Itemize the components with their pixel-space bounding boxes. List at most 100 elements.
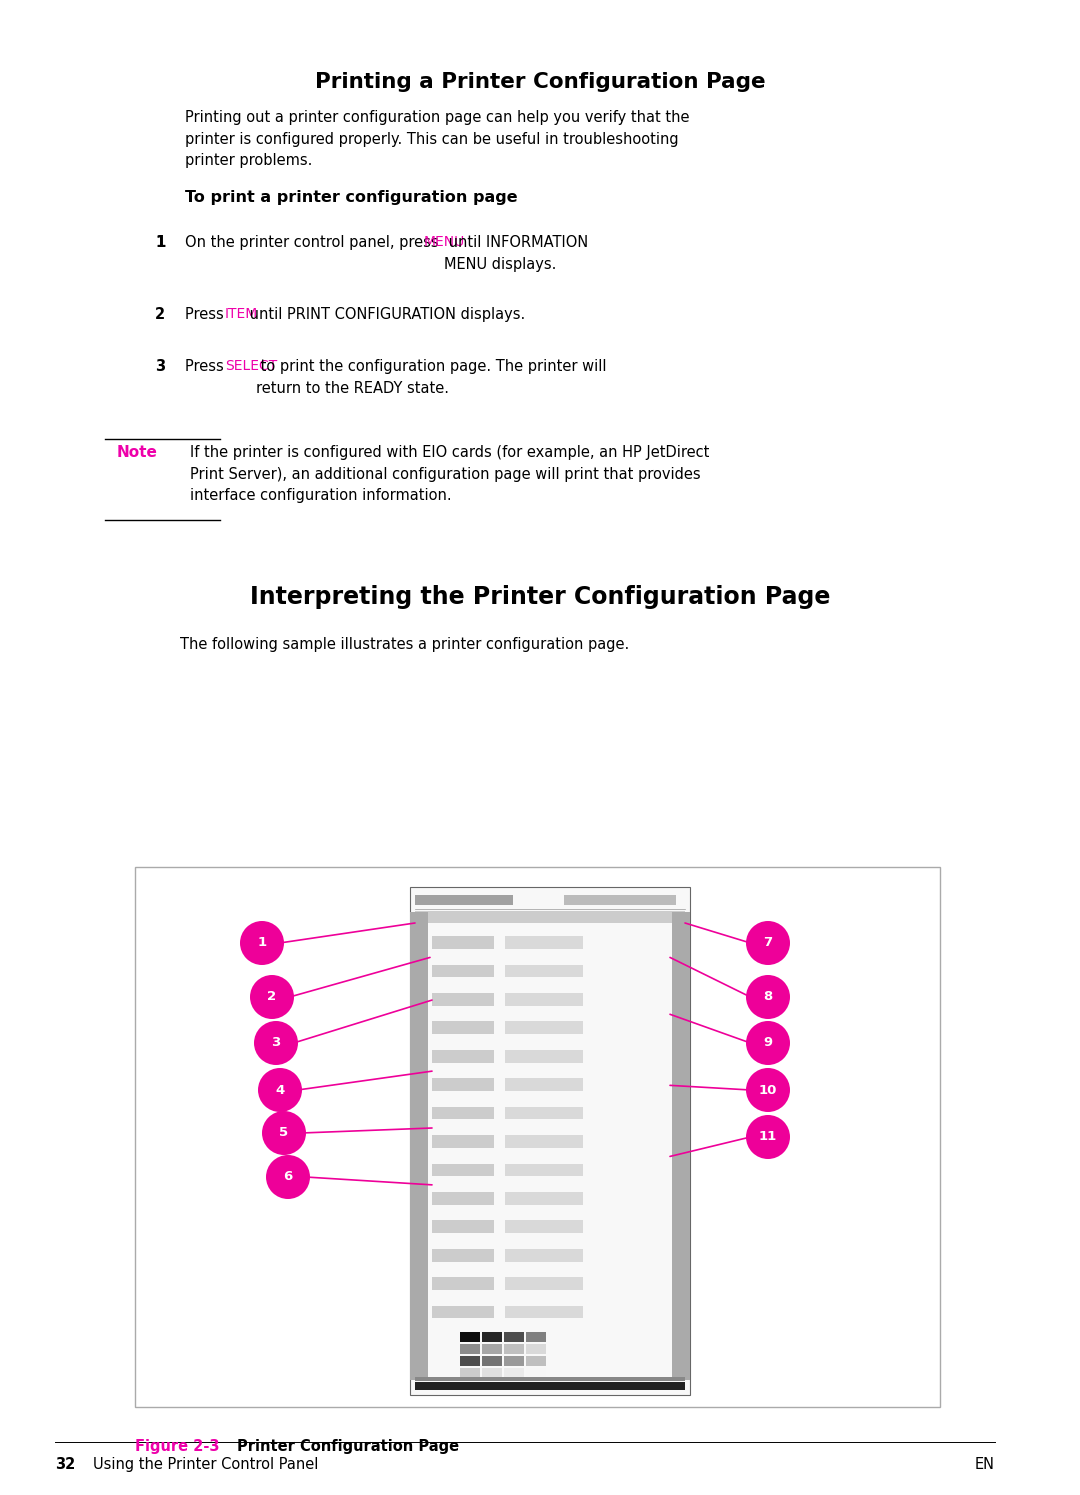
Bar bbox=[504, 1305, 583, 1319]
Text: 1: 1 bbox=[257, 936, 267, 949]
Circle shape bbox=[746, 1067, 789, 1112]
Text: ITEM: ITEM bbox=[225, 306, 258, 321]
Bar bbox=[504, 936, 583, 949]
Bar bbox=[415, 910, 685, 922]
Circle shape bbox=[746, 975, 789, 1020]
Bar bbox=[504, 993, 583, 1006]
Bar bbox=[504, 1163, 583, 1177]
Bar bbox=[564, 896, 676, 904]
Text: 2: 2 bbox=[156, 306, 165, 321]
Bar bbox=[526, 1332, 546, 1343]
Text: SELECT: SELECT bbox=[225, 359, 276, 372]
Text: until INFORMATION
MENU displays.: until INFORMATION MENU displays. bbox=[444, 235, 588, 272]
Bar bbox=[415, 896, 513, 904]
Circle shape bbox=[249, 975, 294, 1020]
Bar bbox=[482, 1368, 502, 1378]
Bar bbox=[504, 1248, 583, 1262]
Bar bbox=[672, 912, 690, 1380]
Text: EN: EN bbox=[975, 1458, 995, 1473]
Text: 1: 1 bbox=[156, 235, 165, 250]
Bar bbox=[504, 1277, 583, 1290]
Bar bbox=[432, 993, 494, 1006]
Bar bbox=[504, 1332, 524, 1343]
Text: Printing out a printer configuration page can help you verify that the
printer i: Printing out a printer configuration pag… bbox=[185, 111, 689, 169]
Bar bbox=[460, 1344, 480, 1354]
Circle shape bbox=[254, 1021, 298, 1064]
Bar bbox=[504, 1049, 583, 1063]
Text: Figure 2-3: Figure 2-3 bbox=[135, 1440, 219, 1455]
Text: 2: 2 bbox=[268, 991, 276, 1003]
Text: Printing a Printer Configuration Page: Printing a Printer Configuration Page bbox=[314, 72, 766, 93]
Bar bbox=[482, 1356, 502, 1366]
Text: On the printer control panel, press: On the printer control panel, press bbox=[185, 235, 443, 250]
Text: 1: 1 bbox=[156, 235, 165, 250]
Text: 9: 9 bbox=[764, 1036, 772, 1049]
Text: To print a printer configuration page: To print a printer configuration page bbox=[185, 190, 517, 205]
Circle shape bbox=[262, 1111, 306, 1156]
Text: 8: 8 bbox=[764, 991, 772, 1003]
Bar bbox=[432, 1192, 494, 1205]
Text: 5: 5 bbox=[280, 1127, 288, 1139]
Bar bbox=[432, 1078, 494, 1091]
Circle shape bbox=[266, 1156, 310, 1199]
Bar bbox=[504, 1106, 583, 1120]
Text: 32: 32 bbox=[55, 1458, 76, 1473]
Bar bbox=[415, 1381, 685, 1390]
Bar bbox=[504, 1192, 583, 1205]
Text: 3: 3 bbox=[271, 1036, 281, 1049]
Bar bbox=[504, 1021, 583, 1035]
Bar bbox=[432, 1220, 494, 1233]
Text: to print the configuration page. The printer will
return to the READY state.: to print the configuration page. The pri… bbox=[256, 359, 606, 396]
Bar bbox=[432, 936, 494, 949]
Bar bbox=[504, 964, 583, 978]
Text: 4: 4 bbox=[275, 1084, 285, 1096]
Bar bbox=[432, 1248, 494, 1262]
Bar bbox=[504, 1344, 524, 1354]
Bar bbox=[526, 1356, 546, 1366]
Bar bbox=[432, 1135, 494, 1148]
Bar bbox=[504, 1135, 583, 1148]
Bar bbox=[482, 1332, 502, 1343]
Bar bbox=[410, 912, 428, 1380]
Bar bbox=[482, 1344, 502, 1354]
Circle shape bbox=[746, 921, 789, 964]
Circle shape bbox=[746, 1021, 789, 1064]
Text: If the printer is configured with EIO cards (for example, an HP JetDirect
Print : If the printer is configured with EIO ca… bbox=[190, 446, 710, 504]
Bar bbox=[432, 1106, 494, 1120]
Bar bbox=[526, 1344, 546, 1354]
Text: 11: 11 bbox=[759, 1130, 778, 1144]
Bar bbox=[432, 1277, 494, 1290]
Text: 6: 6 bbox=[283, 1171, 293, 1184]
Bar bbox=[504, 1368, 524, 1378]
Text: Note: Note bbox=[117, 446, 158, 460]
Text: 3: 3 bbox=[156, 359, 165, 374]
Bar bbox=[432, 964, 494, 978]
Circle shape bbox=[258, 1067, 302, 1112]
Bar bbox=[460, 1368, 480, 1378]
Bar bbox=[504, 1078, 583, 1091]
Text: 7: 7 bbox=[764, 936, 772, 949]
Bar bbox=[504, 1356, 524, 1366]
Bar bbox=[432, 1305, 494, 1319]
Text: Using the Printer Control Panel: Using the Printer Control Panel bbox=[93, 1458, 319, 1473]
Text: MENU: MENU bbox=[423, 235, 464, 250]
Text: Press: Press bbox=[185, 359, 228, 374]
Bar bbox=[415, 896, 513, 904]
Bar bbox=[526, 1368, 546, 1378]
Text: until PRINT CONFIGURATION displays.: until PRINT CONFIGURATION displays. bbox=[245, 306, 526, 321]
Text: 10: 10 bbox=[759, 1084, 778, 1096]
Bar bbox=[460, 1356, 480, 1366]
Circle shape bbox=[746, 1115, 789, 1159]
Bar bbox=[135, 867, 940, 1407]
Bar bbox=[504, 1220, 583, 1233]
Bar bbox=[415, 1377, 685, 1381]
Text: Press: Press bbox=[185, 306, 228, 321]
Text: Interpreting the Printer Configuration Page: Interpreting the Printer Configuration P… bbox=[249, 585, 831, 608]
Circle shape bbox=[240, 921, 284, 964]
Bar bbox=[432, 1021, 494, 1035]
Bar bbox=[410, 887, 690, 1395]
Bar bbox=[432, 1163, 494, 1177]
Bar bbox=[460, 1332, 480, 1343]
Text: The following sample illustrates a printer configuration page.: The following sample illustrates a print… bbox=[180, 637, 630, 652]
Bar bbox=[432, 1049, 494, 1063]
